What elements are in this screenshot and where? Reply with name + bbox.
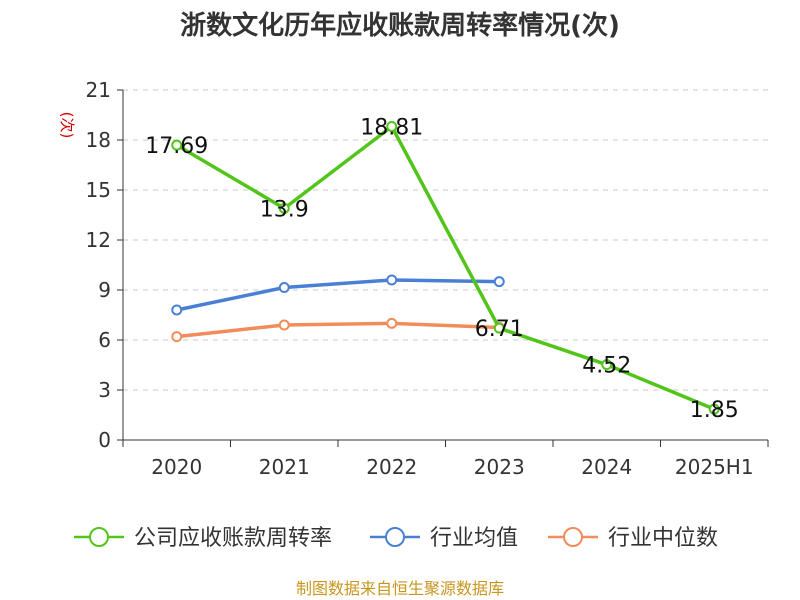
data-point bbox=[171, 139, 183, 151]
series-line-2 bbox=[175, 321, 501, 339]
data-point bbox=[278, 319, 290, 331]
legend-marker bbox=[563, 527, 583, 547]
data-point bbox=[386, 317, 398, 329]
data-label: 18.81 bbox=[360, 116, 423, 141]
y-tick-label: 12 bbox=[86, 228, 111, 252]
series-layer bbox=[171, 121, 720, 415]
data-point bbox=[493, 322, 505, 334]
data-point bbox=[386, 121, 398, 132]
data-label: 17.69 bbox=[145, 134, 208, 159]
data-label: 13.9 bbox=[260, 197, 309, 222]
x-tick-label: 2023 bbox=[474, 455, 525, 479]
x-tick-label: 2022 bbox=[366, 455, 417, 479]
grid-lines bbox=[123, 89, 768, 391]
y-tick-label: 9 bbox=[98, 278, 111, 302]
data-point bbox=[171, 331, 183, 343]
data-point bbox=[493, 276, 505, 288]
legend-label: 公司应收账款周转率 bbox=[134, 526, 332, 551]
data-point bbox=[171, 304, 183, 316]
axes: 0 3 6 9 12 15 18 21 2020 2021 2022 2023 2024 2025H1 bbox=[86, 78, 769, 479]
y-tick-label: 21 bbox=[86, 78, 111, 102]
y-tick-label: 6 bbox=[98, 328, 111, 352]
y-tick-label: 15 bbox=[86, 178, 111, 202]
data-point bbox=[601, 359, 613, 371]
y-tick-label: 3 bbox=[98, 378, 111, 402]
x-tick-label: 2024 bbox=[581, 455, 632, 479]
legend-marker bbox=[89, 527, 109, 547]
legend-label: 行业中位数 bbox=[608, 526, 718, 551]
y-tick-label: 0 bbox=[98, 428, 111, 452]
legend-marker bbox=[385, 527, 405, 547]
series-line-0 bbox=[175, 124, 716, 411]
data-labels: 17.69 13.9 18.81 6.71 4.52 1.85 bbox=[145, 116, 738, 424]
x-tick-label: 2021 bbox=[259, 455, 310, 479]
data-point bbox=[278, 282, 290, 293]
data-point bbox=[708, 403, 720, 415]
x-tick-label: 2025H1 bbox=[675, 455, 754, 479]
data-point bbox=[278, 202, 290, 214]
legend: 公司应收账款周转率 行业均值 行业中位数 bbox=[74, 526, 718, 551]
data-label: 6.71 bbox=[475, 317, 524, 342]
data-label: 1.85 bbox=[690, 398, 739, 423]
x-tick-label: 2020 bbox=[151, 455, 202, 479]
y-axis-label: (次) bbox=[58, 112, 76, 139]
source-note: 制图数据来自恒生聚源数据库 bbox=[296, 579, 504, 598]
y-tick-label: 18 bbox=[86, 128, 111, 152]
data-point bbox=[386, 274, 398, 286]
data-label: 4.52 bbox=[582, 354, 631, 379]
legend-label: 行业均值 bbox=[430, 526, 518, 551]
chart-title: 浙数文化历年应收账款周转率情况(次) bbox=[180, 10, 620, 41]
series-line-1 bbox=[175, 278, 501, 312]
